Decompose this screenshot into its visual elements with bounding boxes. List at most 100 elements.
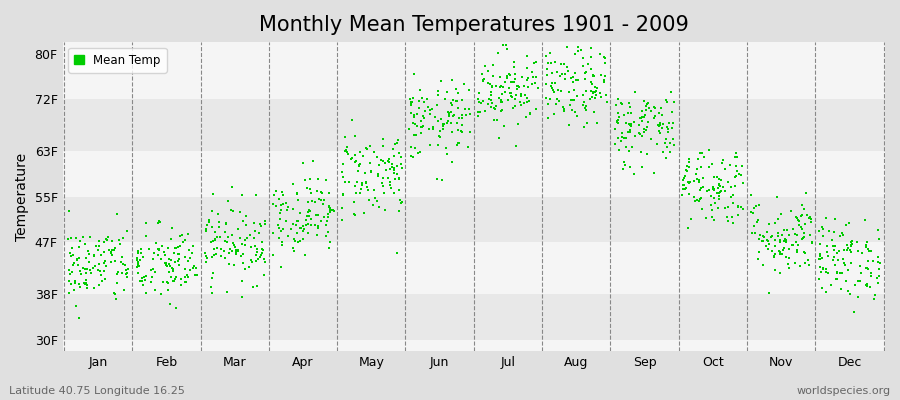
Point — [115, 270, 130, 276]
Point — [761, 241, 776, 247]
Point — [221, 234, 236, 240]
Point — [151, 246, 166, 252]
Point — [130, 257, 144, 264]
Point — [113, 241, 128, 248]
Point — [568, 77, 582, 84]
Point — [731, 204, 745, 210]
Point — [614, 138, 628, 144]
Point — [813, 264, 827, 270]
Point — [519, 114, 534, 120]
Point — [152, 246, 166, 253]
Point — [665, 109, 680, 116]
Point — [660, 144, 674, 150]
Point — [207, 252, 221, 258]
Point — [199, 226, 213, 232]
Point — [402, 126, 417, 132]
Point — [813, 240, 827, 247]
Point — [79, 255, 94, 262]
Point — [65, 245, 79, 252]
Point — [177, 236, 192, 243]
Point — [623, 104, 637, 110]
Point — [204, 224, 219, 230]
Point — [252, 230, 266, 236]
Point — [229, 248, 243, 255]
Point — [706, 217, 721, 224]
Point — [414, 118, 428, 124]
Point — [484, 89, 499, 96]
Point — [388, 176, 402, 182]
Point — [502, 85, 517, 91]
Point — [790, 231, 805, 238]
Point — [622, 100, 636, 106]
Point — [158, 260, 172, 266]
Point — [310, 223, 325, 230]
Point — [96, 260, 111, 266]
Point — [302, 212, 316, 219]
Point — [733, 171, 747, 177]
Point — [92, 242, 106, 249]
Point — [410, 122, 424, 129]
Point — [610, 120, 625, 126]
Point — [67, 260, 81, 267]
Point — [764, 234, 778, 240]
Point — [410, 111, 424, 118]
Point — [338, 148, 353, 154]
Point — [110, 211, 124, 218]
Point — [845, 238, 859, 244]
Point — [689, 176, 704, 183]
Point — [445, 102, 459, 108]
Point — [688, 198, 702, 204]
Point — [512, 84, 526, 90]
Point — [202, 217, 216, 224]
Point — [795, 236, 809, 242]
Point — [723, 162, 737, 168]
Point — [815, 264, 830, 271]
Point — [93, 238, 107, 244]
Point — [76, 265, 90, 271]
Point — [238, 237, 252, 243]
Point — [659, 97, 673, 104]
Point — [507, 79, 521, 85]
Point — [286, 236, 301, 242]
Point — [770, 230, 785, 236]
Point — [547, 59, 562, 65]
Point — [310, 212, 325, 218]
Point — [579, 69, 593, 76]
Point — [145, 273, 159, 280]
Point — [410, 150, 425, 157]
Point — [749, 202, 763, 209]
Point — [588, 84, 602, 91]
Point — [300, 212, 314, 219]
Point — [272, 225, 286, 231]
Point — [836, 256, 850, 262]
Point — [819, 214, 833, 221]
Point — [167, 245, 182, 251]
Point — [583, 44, 598, 51]
Point — [689, 166, 704, 172]
Point — [561, 68, 575, 74]
Point — [382, 156, 396, 162]
Point — [624, 123, 638, 130]
Point — [231, 248, 246, 254]
Point — [431, 118, 446, 124]
Point — [788, 259, 802, 266]
Point — [446, 159, 460, 166]
Point — [179, 278, 194, 285]
Point — [160, 262, 175, 269]
Point — [243, 231, 257, 238]
Point — [826, 228, 841, 235]
Point — [549, 101, 563, 108]
Point — [675, 192, 689, 198]
Point — [285, 206, 300, 212]
Point — [832, 232, 847, 239]
Point — [210, 234, 224, 240]
Point — [162, 260, 176, 267]
Point — [212, 234, 227, 240]
Point — [68, 280, 82, 286]
Point — [270, 222, 284, 228]
Point — [298, 252, 312, 258]
Point — [417, 99, 431, 106]
Point — [652, 122, 666, 129]
Point — [770, 194, 785, 200]
Point — [80, 285, 94, 291]
